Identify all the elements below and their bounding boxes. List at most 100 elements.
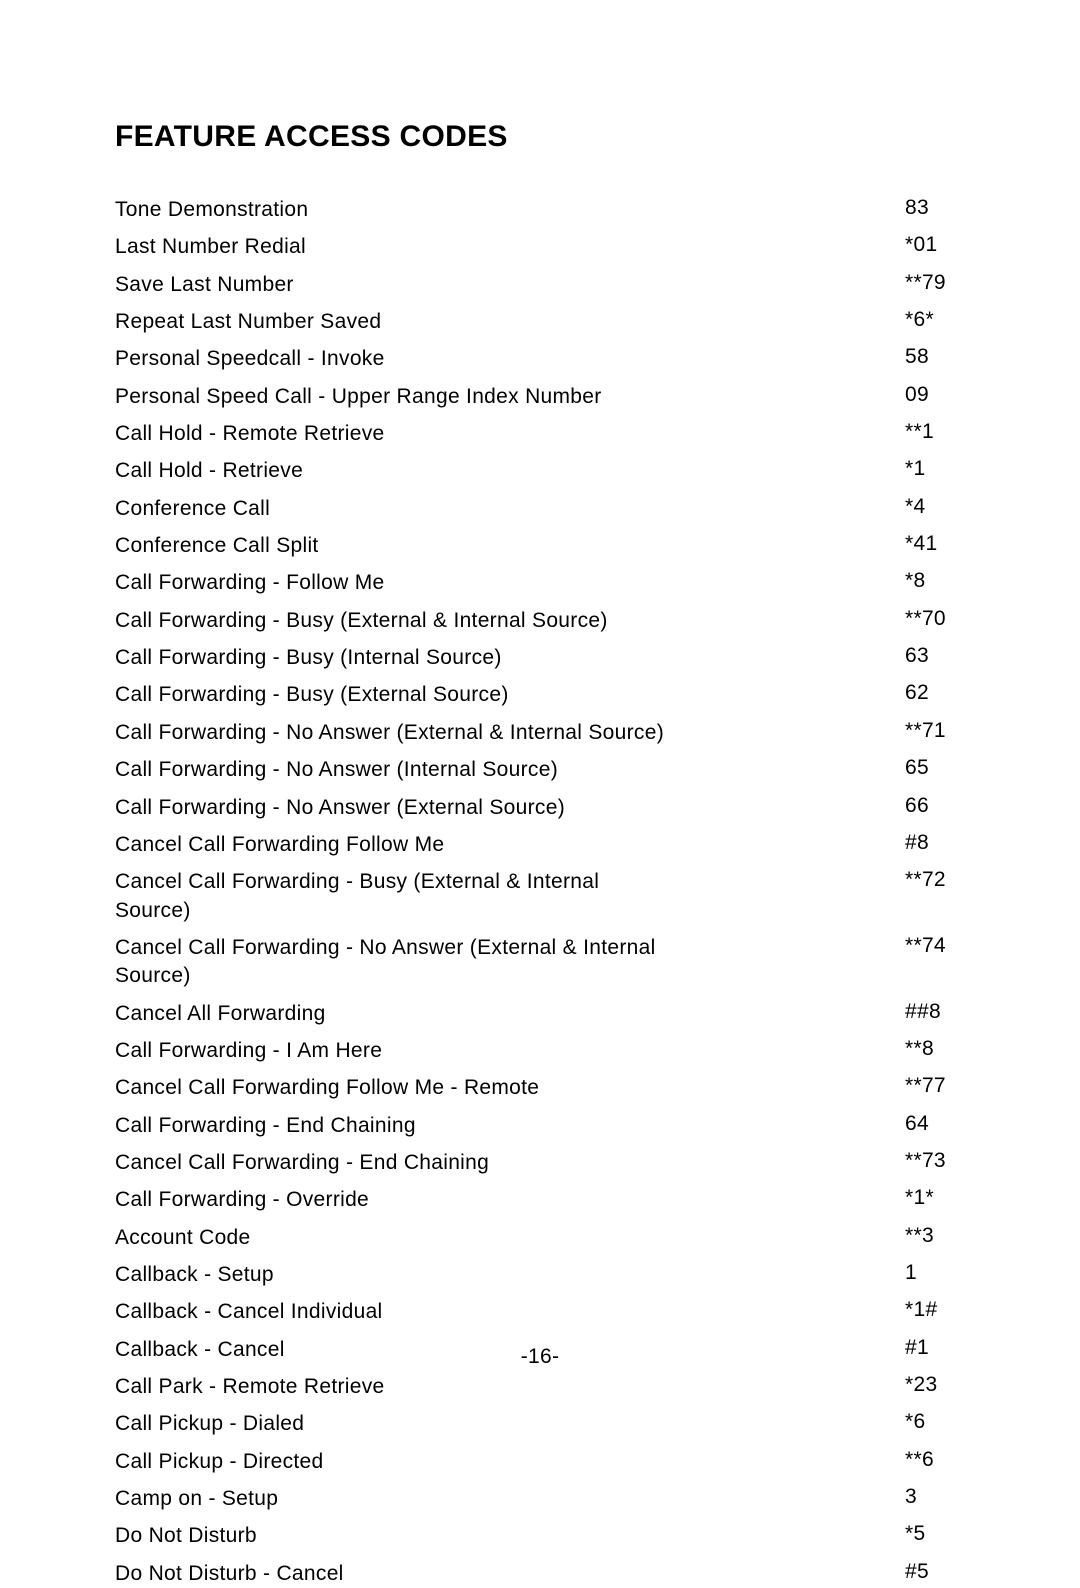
table-row: Cancel Call Forwarding - End Chaining **7… <box>115 1149 965 1177</box>
feature-name: Call Forwarding - I Am Here <box>115 1037 382 1065</box>
feature-code: 1 <box>905 1261 965 1285</box>
feature-code: #8 <box>905 831 965 855</box>
feature-name: Call Park - Remote Retrieve <box>115 1373 385 1401</box>
feature-name: Do Not Disturb - Cancel <box>115 1560 344 1588</box>
feature-code: *1 <box>905 457 965 481</box>
feature-name: Cancel Call Forwarding - No Answer (Exte… <box>115 934 680 991</box>
feature-code: **74 <box>905 934 965 958</box>
table-row: Cancel All Forwarding ##8 <box>115 1000 965 1028</box>
feature-name: Conference Call <box>115 495 270 523</box>
feature-code: 58 <box>905 345 965 369</box>
feature-name: Account Code <box>115 1224 251 1252</box>
table-row: Call Pickup - Directed **6 <box>115 1448 965 1476</box>
feature-name: Call Hold - Remote Retrieve <box>115 420 385 448</box>
table-row: Personal Speed Call - Upper Range Index … <box>115 383 965 411</box>
table-row: Call Forwarding - Busy (External Source)… <box>115 681 965 709</box>
feature-code: *5 <box>905 1522 965 1546</box>
table-row: Callback - Setup 1 <box>115 1261 965 1289</box>
feature-name: Call Forwarding - No Answer (External & … <box>115 719 664 747</box>
feature-code: *01 <box>905 233 965 257</box>
table-row: Call Park - Remote Retrieve *23 <box>115 1373 965 1401</box>
feature-name: Cancel Call Forwarding - Busy (External … <box>115 868 680 925</box>
page-number: -16- <box>0 1345 1080 1369</box>
feature-code: ##8 <box>905 1000 965 1024</box>
feature-code: 09 <box>905 383 965 407</box>
table-row: Callback - Cancel Individual*1# <box>115 1298 965 1326</box>
feature-code: *1* <box>905 1186 965 1210</box>
table-row: Save Last Number**79 <box>115 271 965 299</box>
feature-name: Call Forwarding - Override <box>115 1186 369 1214</box>
feature-name: Cancel All Forwarding <box>115 1000 326 1028</box>
feature-code: 62 <box>905 681 965 705</box>
feature-name: Personal Speedcall - Invoke <box>115 345 385 373</box>
feature-code: #5 <box>905 1560 965 1584</box>
feature-code: **6 <box>905 1448 965 1472</box>
feature-name: Call Forwarding - Busy (External Source) <box>115 681 509 709</box>
feature-name: Call Hold - Retrieve <box>115 457 303 485</box>
feature-name: Save Last Number <box>115 271 294 299</box>
feature-code: 64 <box>905 1112 965 1136</box>
feature-name: Cancel Call Forwarding Follow Me <box>115 831 444 859</box>
feature-name: Conference Call Split <box>115 532 319 560</box>
feature-name: Call Forwarding - End Chaining <box>115 1112 416 1140</box>
feature-code: 65 <box>905 756 965 780</box>
table-row: Conference Call Split*41 <box>115 532 965 560</box>
feature-name: Call Forwarding - Follow Me <box>115 569 385 597</box>
feature-name: Call Forwarding - Busy (Internal Source) <box>115 644 502 672</box>
table-row: Cancel Call Forwarding - Busy (External … <box>115 868 965 925</box>
table-row: Cancel Call Forwarding Follow Me - Remot… <box>115 1074 965 1102</box>
feature-code: 63 <box>905 644 965 668</box>
feature-code: *8 <box>905 569 965 593</box>
table-row: Call Forwarding - No Answer (Internal So… <box>115 756 965 784</box>
feature-name: Call Pickup - Directed <box>115 1448 324 1476</box>
table-row: Cancel Call Forwarding Follow Me #8 <box>115 831 965 859</box>
feature-name: Personal Speed Call - Upper Range Index … <box>115 383 602 411</box>
feature-code: *6* <box>905 308 965 332</box>
table-row: Do Not Disturb - Cancel #5 <box>115 1560 965 1588</box>
feature-name: Call Forwarding - No Answer (Internal So… <box>115 756 558 784</box>
table-row: Call Hold - Remote Retrieve **1 <box>115 420 965 448</box>
table-row: Do Not Disturb *5 <box>115 1522 965 1550</box>
feature-code: **3 <box>905 1224 965 1248</box>
feature-name: Callback - Setup <box>115 1261 274 1289</box>
feature-code: *6 <box>905 1410 965 1434</box>
table-row: Account Code **3 <box>115 1224 965 1252</box>
feature-name: Do Not Disturb <box>115 1522 257 1550</box>
feature-name: Last Number Redial <box>115 233 306 261</box>
table-row: Call Pickup - Dialed *6 <box>115 1410 965 1438</box>
table-row: Call Forwarding - I Am Here **8 <box>115 1037 965 1065</box>
feature-code: **8 <box>905 1037 965 1061</box>
feature-code: **77 <box>905 1074 965 1098</box>
feature-name: Tone Demonstration <box>115 196 308 224</box>
table-row: Conference Call *4 <box>115 495 965 523</box>
feature-code: **1 <box>905 420 965 444</box>
table-row: Cancel Call Forwarding - No Answer (Exte… <box>115 934 965 991</box>
table-row: Call Forwarding - Override *1* <box>115 1186 965 1214</box>
table-row: Call Forwarding - End Chaining 64 <box>115 1112 965 1140</box>
table-row: Call Forwarding - No Answer (External So… <box>115 794 965 822</box>
feature-code: *4 <box>905 495 965 519</box>
table-row: Last Number Redial *01 <box>115 233 965 261</box>
table-row: Personal Speedcall - Invoke 58 <box>115 345 965 373</box>
feature-code: 3 <box>905 1485 965 1509</box>
feature-name: Cancel Call Forwarding Follow Me - Remot… <box>115 1074 539 1102</box>
feature-name: Call Forwarding - Busy (External & Inter… <box>115 607 608 635</box>
feature-code: **73 <box>905 1149 965 1173</box>
feature-code: **72 <box>905 868 965 892</box>
table-row: Call Forwarding - Busy (External & Inter… <box>115 607 965 635</box>
feature-name: Cancel Call Forwarding - End Chaining <box>115 1149 489 1177</box>
table-row: Call Forwarding - Busy (Internal Source)… <box>115 644 965 672</box>
table-row: Call Hold - Retrieve *1 <box>115 457 965 485</box>
feature-code: *23 <box>905 1373 965 1397</box>
feature-name: Callback - Cancel Individual <box>115 1298 383 1326</box>
feature-name: Call Pickup - Dialed <box>115 1410 304 1438</box>
feature-code: 66 <box>905 794 965 818</box>
table-row: Camp on - Setup3 <box>115 1485 965 1513</box>
feature-codes-table: Tone Demonstration 83 Last Number Redial *0… <box>115 196 965 1588</box>
table-row: Call Forwarding - Follow Me *8 <box>115 569 965 597</box>
page-title: FEATURE ACCESS CODES <box>115 120 965 154</box>
feature-code: 83 <box>905 196 965 220</box>
table-row: Tone Demonstration 83 <box>115 196 965 224</box>
table-row: Call Forwarding - No Answer (External & … <box>115 719 965 747</box>
feature-code: **71 <box>905 719 965 743</box>
